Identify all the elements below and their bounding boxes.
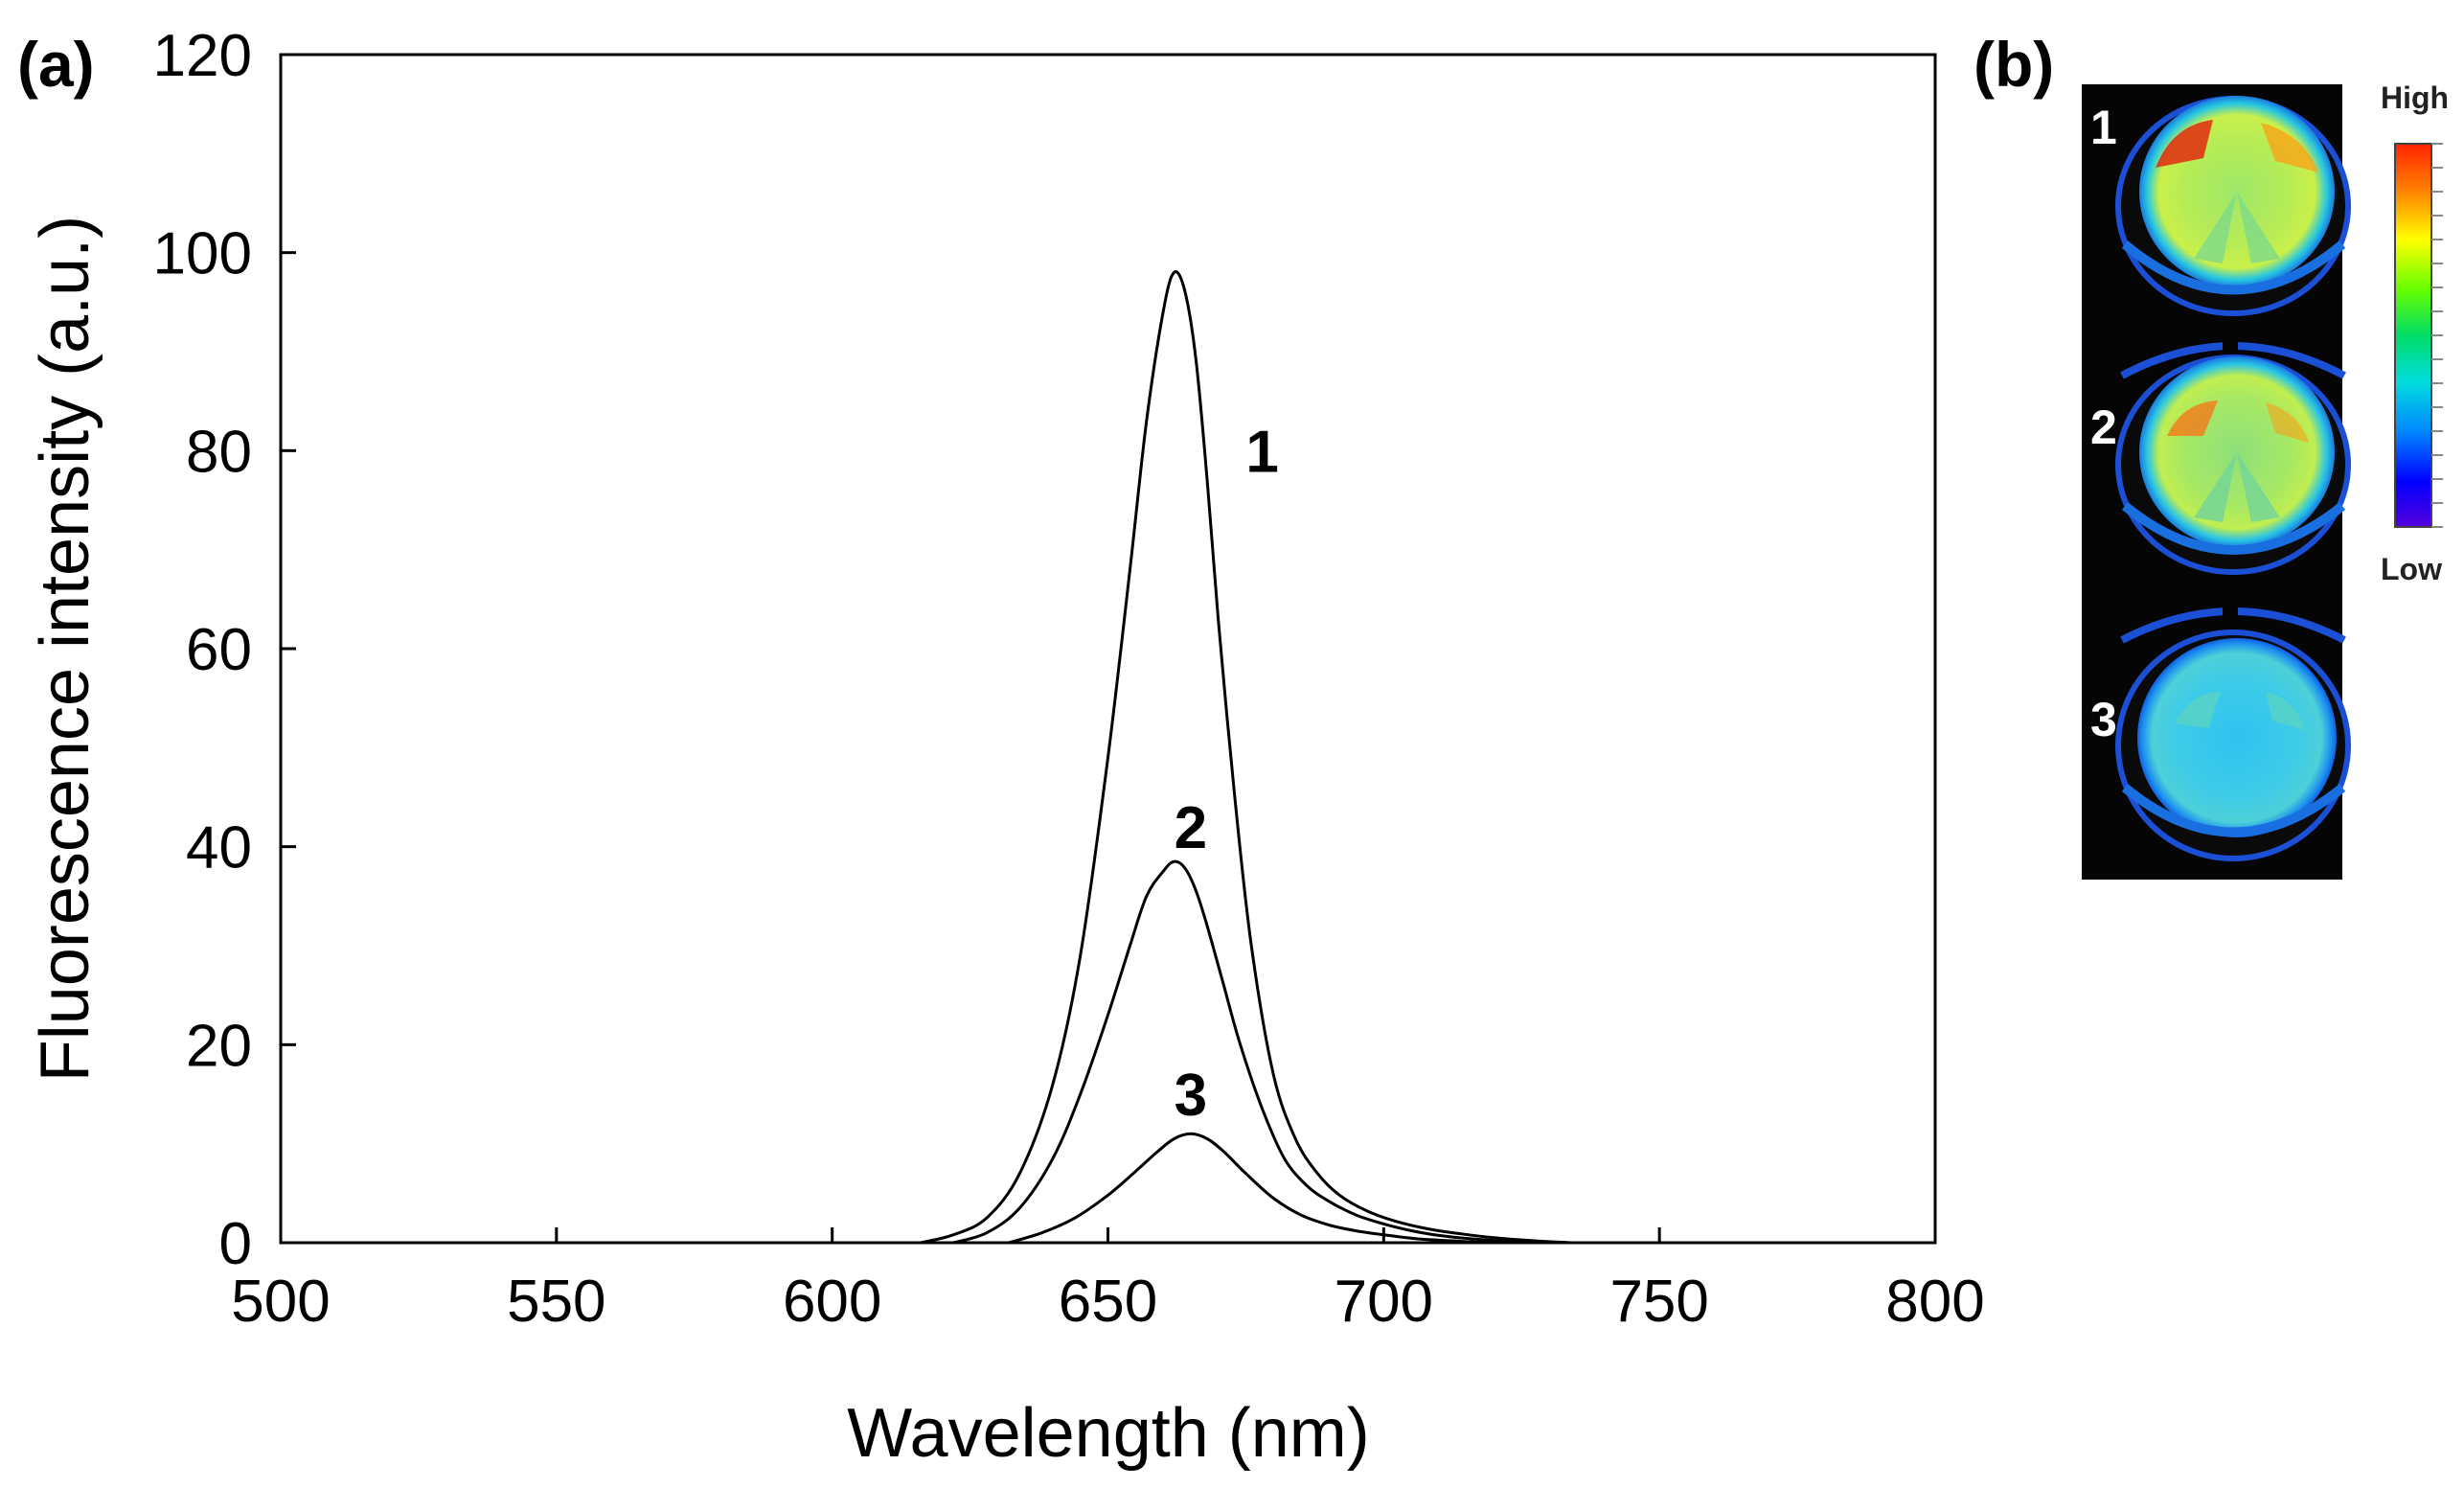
y-tick-label-120: 120 xyxy=(153,23,252,89)
x-tick-label-650: 650 xyxy=(1059,1269,1157,1335)
y-tick-label-60: 60 xyxy=(186,617,252,683)
curve-label-1: 1 xyxy=(1245,419,1278,485)
x-tick-label-600: 600 xyxy=(783,1269,881,1335)
colorbar-gradient xyxy=(2394,143,2432,528)
y-tick-label-0: 0 xyxy=(219,1211,252,1277)
curve-label-3: 3 xyxy=(1175,1063,1207,1129)
well-2 xyxy=(2115,333,2351,575)
colorbar: High Low xyxy=(2381,80,2449,586)
series-1-line xyxy=(920,270,1572,1245)
series-3-line xyxy=(1008,1132,1517,1245)
well-label-1: 1 xyxy=(2090,101,2117,154)
colorbar-high-label: High xyxy=(2381,80,2449,115)
y-axis-ticks: 0 20 40 60 80 100 120 xyxy=(153,23,296,1277)
y-axis-title: Fluorescence intensity (a.u.) xyxy=(27,216,103,1082)
well-label-2: 2 xyxy=(2090,401,2117,454)
x-tick-label-700: 700 xyxy=(1335,1269,1433,1335)
plot-frame xyxy=(279,53,1937,1245)
x-axis-ticks: 500 550 600 650 700 750 800 xyxy=(231,1227,1985,1335)
x-axis-title: Wavelength (nm) xyxy=(847,1395,1370,1472)
x-tick-label-550: 550 xyxy=(507,1269,605,1335)
well-1 xyxy=(2115,96,2351,316)
x-tick-label-800: 800 xyxy=(1885,1269,1984,1335)
curve-label-2: 2 xyxy=(1175,795,1207,861)
y-tick-label-40: 40 xyxy=(186,815,252,881)
series-2-line xyxy=(952,859,1550,1245)
y-tick-label-100: 100 xyxy=(153,221,252,287)
well-3 xyxy=(2115,599,2351,861)
colorbar-low-label: Low xyxy=(2381,552,2442,586)
well-label-3: 3 xyxy=(2090,693,2117,746)
panel-label-b: (b) xyxy=(1973,29,2054,100)
y-tick-label-80: 80 xyxy=(186,419,252,485)
fluorescence-image-panel: 1 2 3 xyxy=(2082,84,2351,880)
series-layer xyxy=(920,270,1572,1245)
panel-label-a: (a) xyxy=(17,29,95,100)
colorbar-ticks xyxy=(2431,143,2443,528)
y-tick-label-20: 20 xyxy=(186,1013,252,1079)
x-tick-label-500: 500 xyxy=(231,1269,330,1335)
x-tick-label-750: 750 xyxy=(1609,1269,1708,1335)
